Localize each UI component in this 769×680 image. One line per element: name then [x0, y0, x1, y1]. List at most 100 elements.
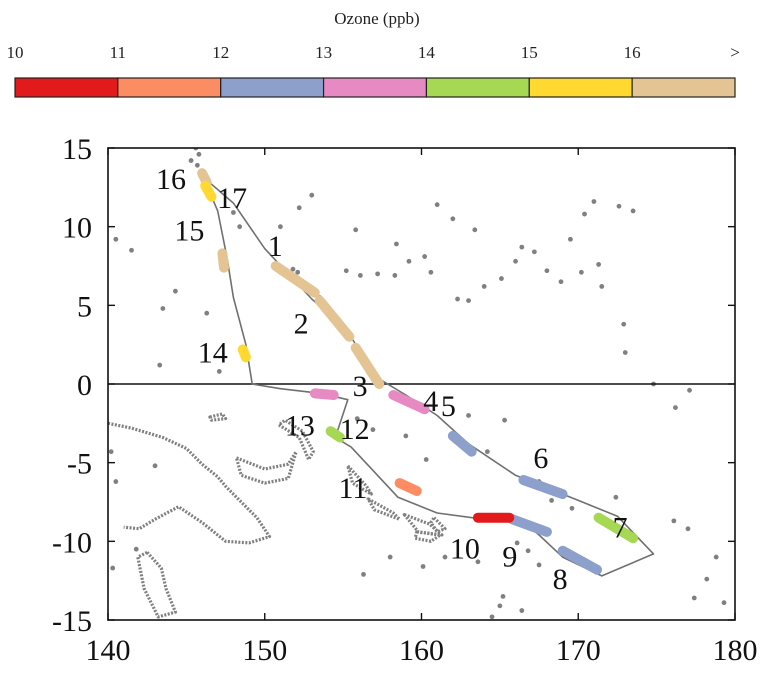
island-dot [196, 151, 202, 157]
island-dot [613, 494, 619, 500]
island-dot [569, 505, 575, 511]
segment-label-14: 14 [198, 336, 228, 369]
island-dot [500, 594, 506, 599]
island-dot [616, 203, 622, 209]
island-dot [519, 244, 525, 250]
island-dot [188, 158, 194, 163]
island-dot [514, 540, 520, 546]
y-tick-label: 0 [77, 369, 92, 402]
ozone-segments [197, 168, 639, 575]
ozone-segment-4 [388, 390, 430, 415]
segment-label-2: 2 [294, 308, 309, 341]
island-dot [499, 276, 504, 281]
island-dot [357, 273, 363, 278]
island-dot [113, 236, 119, 242]
island-dot [420, 564, 426, 569]
island-dot [173, 288, 178, 294]
island-dot [403, 433, 409, 439]
island-dot [353, 227, 359, 233]
colorbar: Ozone (ppb) 10 11 12 13 14 15 16 > [7, 9, 740, 98]
island-dot [309, 192, 315, 198]
segment-label-6: 6 [533, 442, 548, 475]
ozone-segment-14 [237, 344, 251, 363]
island-dot [108, 449, 114, 455]
colorbar-tick-label: 14 [418, 43, 436, 62]
colorbar-bins [14, 77, 736, 98]
y-tick-label: 15 [62, 133, 92, 166]
coastline [346, 464, 373, 496]
x-tick-label: 160 [399, 634, 444, 667]
island-dot [394, 241, 399, 247]
island-dot [721, 600, 727, 606]
island-dots [108, 148, 727, 620]
island-dot [484, 449, 490, 455]
segment-label-5: 5 [441, 390, 456, 423]
colorbar-bin [117, 77, 222, 98]
coastline [429, 516, 447, 534]
y-tick-label: -5 [67, 448, 92, 481]
ozone-segment-15 [217, 248, 229, 273]
island-dot [370, 427, 376, 433]
island-dot [392, 273, 398, 278]
ozone-segment-12 [325, 426, 345, 443]
island-dot [296, 205, 302, 211]
island-dot [489, 614, 495, 620]
island-dot [406, 258, 412, 264]
island-dot [194, 162, 200, 168]
island-dot [497, 603, 503, 609]
island-dot [513, 258, 518, 264]
island-dot [278, 224, 283, 230]
island-dot [466, 298, 471, 304]
island-dot [630, 208, 636, 214]
island-dot [110, 565, 116, 571]
coastline [402, 513, 444, 537]
island-dot [204, 310, 210, 316]
colorbar-tick-label: 12 [212, 43, 229, 62]
colorbar-tick-label: 10 [7, 43, 24, 62]
island-dot [544, 268, 550, 274]
ozone-segment-8 [557, 545, 603, 575]
colorbar-tick-label: > [730, 43, 740, 62]
x-axis-ticks: 140 150 160 170 180 [86, 148, 758, 667]
island-dot [622, 350, 628, 355]
colorbar-tick-labels: 10 11 12 13 14 15 16 > [7, 43, 740, 62]
island-dot [558, 279, 564, 285]
island-dot [531, 249, 537, 255]
island-dot [549, 498, 555, 503]
coastline [136, 550, 177, 619]
island-dot [450, 216, 456, 222]
island-dot [237, 224, 243, 230]
island-dot [216, 369, 222, 374]
island-dot [129, 247, 134, 253]
x-tick-label: 170 [556, 634, 601, 667]
coastline [108, 421, 272, 545]
colorbar-bin [631, 77, 736, 98]
island-dot [519, 608, 525, 613]
ozone-segment-2 [314, 295, 355, 342]
x-tick-label: 150 [242, 634, 287, 667]
island-dot [423, 457, 429, 462]
segment-label-7: 7 [613, 512, 628, 545]
island-dot [361, 571, 366, 577]
x-tick-label: 180 [713, 634, 758, 667]
ozone-segment-1 [270, 261, 320, 298]
segment-label-17: 17 [217, 182, 247, 215]
island-dot [343, 268, 349, 274]
island-dot [502, 417, 507, 423]
island-dot [536, 562, 542, 568]
y-tick-label: -10 [52, 526, 92, 559]
colorbar-bin [220, 77, 325, 98]
island-dot [685, 526, 691, 532]
segment-label-3: 3 [353, 370, 368, 403]
ozone-segment-7 [593, 512, 639, 544]
ozone-segment-5 [447, 430, 477, 457]
island-dot [691, 595, 697, 601]
island-dot [428, 269, 434, 275]
ozone-segment-17 [200, 180, 217, 202]
island-dot [582, 211, 587, 217]
segment-label-4: 4 [423, 385, 438, 418]
colorbar-tick-label: 15 [521, 43, 538, 62]
island-dot [290, 266, 296, 272]
